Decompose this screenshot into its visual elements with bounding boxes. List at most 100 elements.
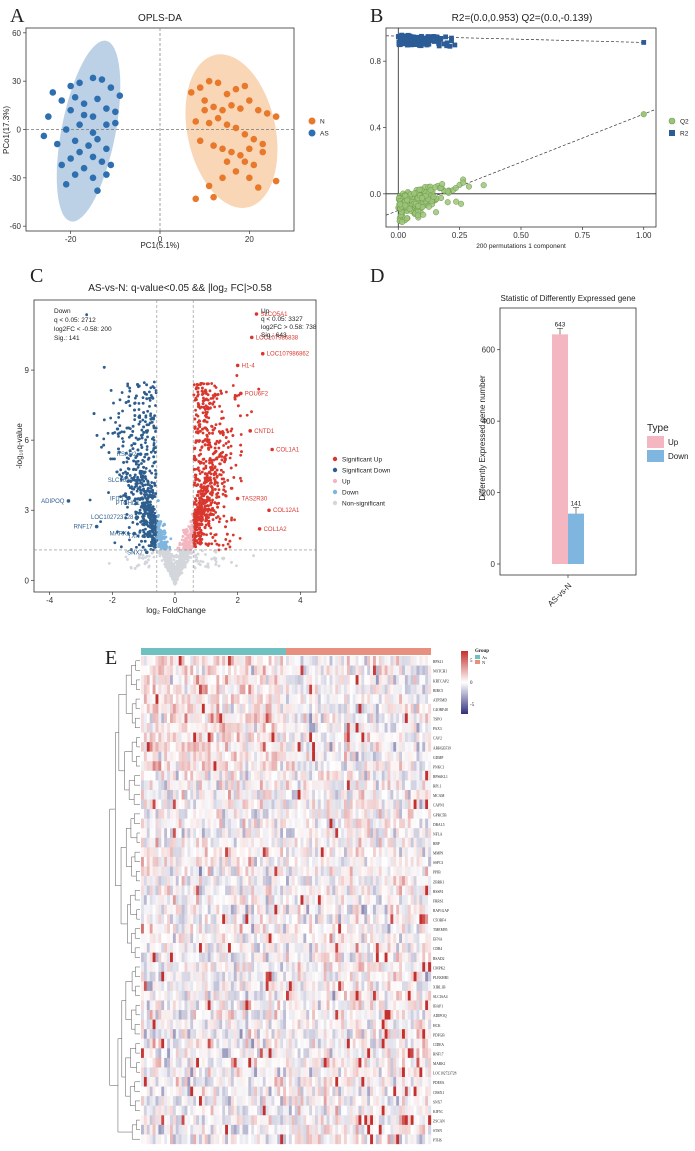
volcano-point bbox=[118, 398, 122, 402]
heatmap-cell bbox=[315, 656, 319, 666]
heatmap-cell bbox=[199, 770, 203, 781]
heatmap-cell bbox=[248, 684, 252, 695]
heatmap-cell bbox=[410, 799, 414, 810]
heatmap-cell bbox=[259, 665, 263, 676]
volcano-point bbox=[172, 577, 176, 580]
heatmap-cell bbox=[167, 761, 171, 771]
heatmap-cell bbox=[199, 780, 203, 791]
heatmap-cell bbox=[297, 770, 301, 781]
heatmap-cell bbox=[196, 751, 200, 762]
point-n-0 bbox=[187, 89, 195, 96]
heatmap-cell bbox=[155, 703, 159, 714]
volcano-point bbox=[168, 550, 171, 554]
deg-category-label: AS-vs-N bbox=[546, 581, 574, 609]
gene-label-pou6f2: POU6F2 bbox=[245, 391, 269, 397]
heatmap-cell bbox=[387, 656, 391, 666]
heatmap-cell bbox=[265, 770, 269, 781]
heatmap-cell bbox=[329, 742, 333, 752]
heatmap-cell bbox=[268, 713, 272, 724]
heatmap-cell bbox=[181, 732, 185, 743]
heatmap-cell bbox=[233, 770, 237, 781]
heatmap-cell bbox=[274, 722, 278, 733]
heatmap-cell bbox=[367, 780, 371, 791]
volcano-point bbox=[214, 449, 218, 453]
heatmap-cell bbox=[193, 761, 197, 771]
heatmap-cell bbox=[265, 732, 269, 743]
panel-label-b: B bbox=[370, 5, 383, 27]
heatmap-cell bbox=[286, 742, 290, 752]
heatmap-cell bbox=[216, 703, 220, 714]
volcano-point bbox=[144, 512, 147, 515]
volcano-point bbox=[229, 452, 233, 456]
heatmap-cell bbox=[390, 770, 394, 781]
heatmap-cell bbox=[335, 751, 339, 762]
heatmap-cell bbox=[155, 732, 159, 743]
volcano-point bbox=[122, 430, 126, 434]
heatmap-cell bbox=[274, 684, 278, 695]
heatmap-cell bbox=[346, 675, 350, 685]
dendrogram-branch bbox=[131, 1124, 140, 1140]
volcano-point bbox=[229, 444, 233, 448]
point-as-3 bbox=[89, 74, 97, 82]
heatmap-cell bbox=[349, 742, 353, 752]
heatmap-cell bbox=[210, 809, 214, 819]
legend-n-marker bbox=[308, 117, 316, 125]
deg-legend-title: Type bbox=[647, 423, 669, 434]
heatmap-cell bbox=[416, 770, 420, 781]
heatmap-cell bbox=[332, 684, 336, 695]
heatmap-cell bbox=[320, 780, 324, 791]
heatmap-cell bbox=[384, 694, 388, 704]
heatmap-cell bbox=[355, 656, 359, 666]
heatmap-cell bbox=[245, 703, 249, 714]
heatmap-cell bbox=[184, 656, 188, 666]
volcano-point bbox=[177, 559, 181, 563]
heatmap-cell bbox=[370, 675, 374, 685]
heatmap-cell bbox=[428, 809, 432, 819]
heatmap-cell bbox=[210, 694, 214, 704]
deg-title: Statistic of Differently Expressed gene bbox=[500, 294, 636, 303]
heatmap-cell bbox=[265, 780, 269, 791]
heatmap-cell bbox=[216, 818, 220, 829]
heatmap-cell bbox=[181, 809, 185, 819]
heatmap-cell bbox=[312, 665, 316, 676]
volcano-point bbox=[149, 503, 152, 507]
heatmap-cell bbox=[216, 722, 220, 733]
volcano-point bbox=[205, 420, 209, 424]
q2-permutation-point bbox=[403, 215, 411, 222]
volcano-point bbox=[214, 533, 218, 536]
volcano-point bbox=[205, 533, 208, 537]
volcano-point bbox=[205, 397, 208, 401]
heatmap-cell bbox=[161, 818, 165, 829]
heatmap-cell bbox=[184, 770, 188, 781]
heatmap-cell bbox=[317, 656, 321, 666]
heatmap-cell bbox=[184, 799, 188, 810]
heatmap-cell bbox=[233, 684, 237, 695]
heatmap-cell bbox=[161, 770, 165, 781]
q2-permutation-point bbox=[415, 202, 422, 210]
heatmap-cell bbox=[309, 809, 313, 819]
volcano-point bbox=[189, 535, 193, 539]
heatmap-cell bbox=[201, 665, 205, 676]
volcano-point bbox=[170, 574, 174, 578]
volcano-point bbox=[200, 470, 204, 474]
heatmap-cell bbox=[364, 751, 368, 762]
heatmap-cell bbox=[213, 742, 217, 752]
heatmap-cell bbox=[361, 742, 365, 752]
heatmap-cell bbox=[416, 694, 420, 704]
volcano-point bbox=[208, 402, 211, 405]
heatmap-cell bbox=[390, 713, 394, 724]
heatmap-cell bbox=[381, 722, 385, 733]
volcano-point bbox=[196, 427, 200, 431]
heatmap-cell bbox=[222, 722, 226, 733]
heatmap-cell bbox=[254, 713, 258, 724]
heatmap-cell bbox=[402, 694, 406, 704]
heatmap-cell bbox=[381, 703, 385, 714]
dendrogram-branch bbox=[117, 1038, 133, 1133]
heatmap-cell bbox=[355, 742, 359, 752]
heatmap-cell bbox=[245, 751, 249, 762]
heatmap-cell bbox=[326, 684, 330, 695]
heatmap-cell bbox=[422, 722, 426, 733]
volcano-point bbox=[174, 560, 178, 564]
heatmap-cell bbox=[233, 818, 237, 829]
volcano-legend-marker bbox=[332, 467, 338, 473]
